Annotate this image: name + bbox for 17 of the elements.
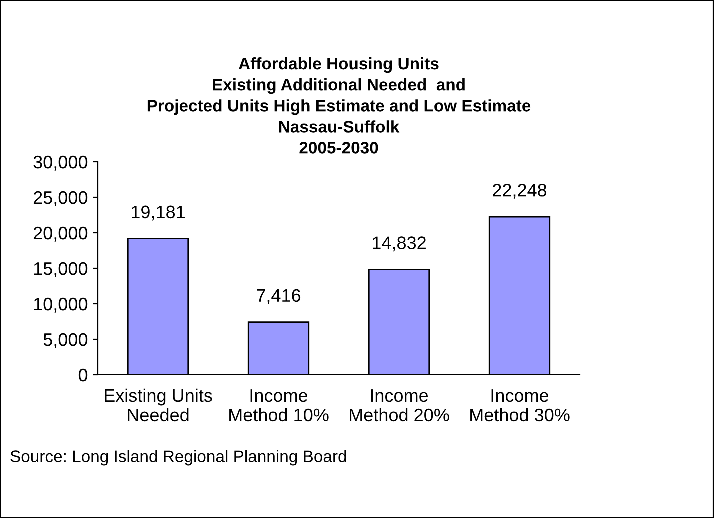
y-tick-label: 10,000: [34, 298, 88, 313]
data-label: 14,832: [373, 236, 426, 252]
data-label: 7,416: [257, 289, 301, 304]
y-tick-label: 20,000: [34, 226, 88, 242]
x-tick-label: Income Method 30%: [470, 390, 570, 422]
y-tick-label: 25,000: [34, 191, 88, 206]
data-label: 22,248: [493, 184, 547, 199]
source-note: Source: Long Island Regional Planning Board: [10, 450, 346, 466]
y-tick-label: 30,000: [34, 156, 88, 171]
x-tick-label: Income Method 20%: [350, 390, 450, 422]
x-tick-label: Existing Units Needed: [105, 388, 212, 422]
x-tick-label: Income Method 10%: [230, 390, 329, 422]
chart-title: Affordable Housing Units Existing Additional Needed and Projected Units High Estimate and Low Estimate Nassau-Suffolk 2005-2030: [148, 57, 531, 154]
data-label: 19,181: [132, 206, 185, 221]
y-tick-label: 0: [78, 368, 88, 382]
y-tick-label: 15,000: [34, 262, 88, 278]
y-tick-label: 5,000: [44, 333, 88, 348]
